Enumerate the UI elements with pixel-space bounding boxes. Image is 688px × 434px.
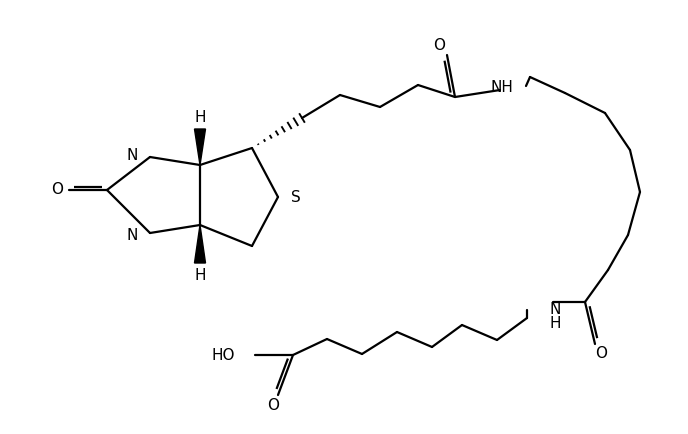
Polygon shape xyxy=(195,225,206,263)
Text: H: H xyxy=(194,109,206,125)
Text: O: O xyxy=(433,37,445,53)
Text: N: N xyxy=(549,302,561,318)
Text: H: H xyxy=(194,267,206,283)
Text: O: O xyxy=(595,346,607,362)
Text: O: O xyxy=(51,183,63,197)
Text: H: H xyxy=(549,316,561,332)
Text: N: N xyxy=(127,148,138,162)
Text: NH: NH xyxy=(491,80,513,95)
Text: O: O xyxy=(267,398,279,412)
Polygon shape xyxy=(195,129,206,165)
Text: N: N xyxy=(127,227,138,243)
Text: HO: HO xyxy=(211,348,235,362)
Text: S: S xyxy=(291,190,301,204)
